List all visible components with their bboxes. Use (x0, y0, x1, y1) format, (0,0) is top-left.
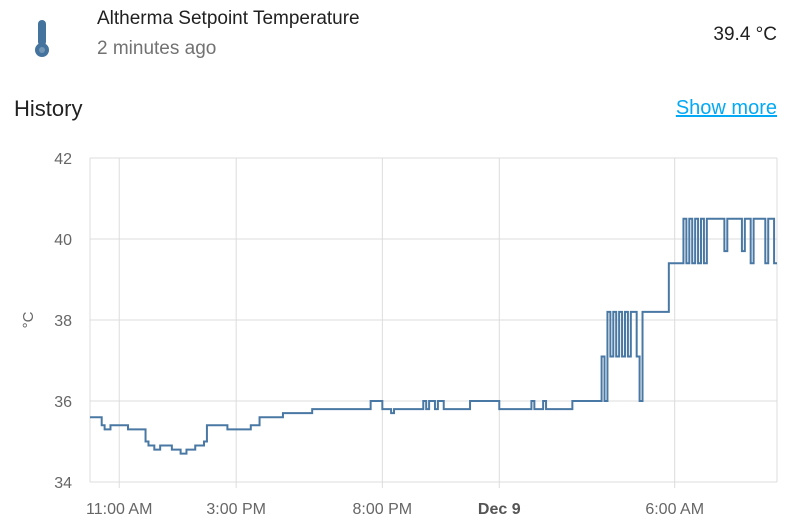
y-tick-label: 36 (54, 394, 72, 411)
entity-name: Altherma Setpoint Temperature (97, 8, 360, 29)
history-chart: 34 36 38 40 42 11:00 AM 3:00 PM 8:00 PM Dec 9 6:0… (20, 151, 778, 518)
y-tick-label: 38 (54, 313, 72, 330)
y-tick-label: 40 (54, 232, 72, 249)
x-tick-label: Dec 9 (478, 501, 521, 518)
series-line (90, 217, 777, 455)
entity-row[interactable]: Altherma Setpoint Temperature 2 minutes … (0, 0, 800, 80)
thermometer-icon (35, 20, 49, 57)
x-tick-label: 11:00 AM (86, 501, 152, 518)
y-axis-label: °C (20, 311, 37, 328)
history-title: History (14, 96, 83, 121)
x-tick-label: 6:00 AM (645, 501, 704, 518)
y-tick-label: 34 (54, 475, 72, 492)
y-tick-label: 42 (54, 151, 72, 168)
x-tick-label: 8:00 PM (353, 501, 413, 518)
entity-last-changed: 2 minutes ago (97, 38, 217, 59)
entity-state: 39.4 °C (713, 24, 777, 45)
show-more-link[interactable]: Show more (675, 97, 777, 119)
x-tick-label: 3:00 PM (206, 501, 266, 518)
